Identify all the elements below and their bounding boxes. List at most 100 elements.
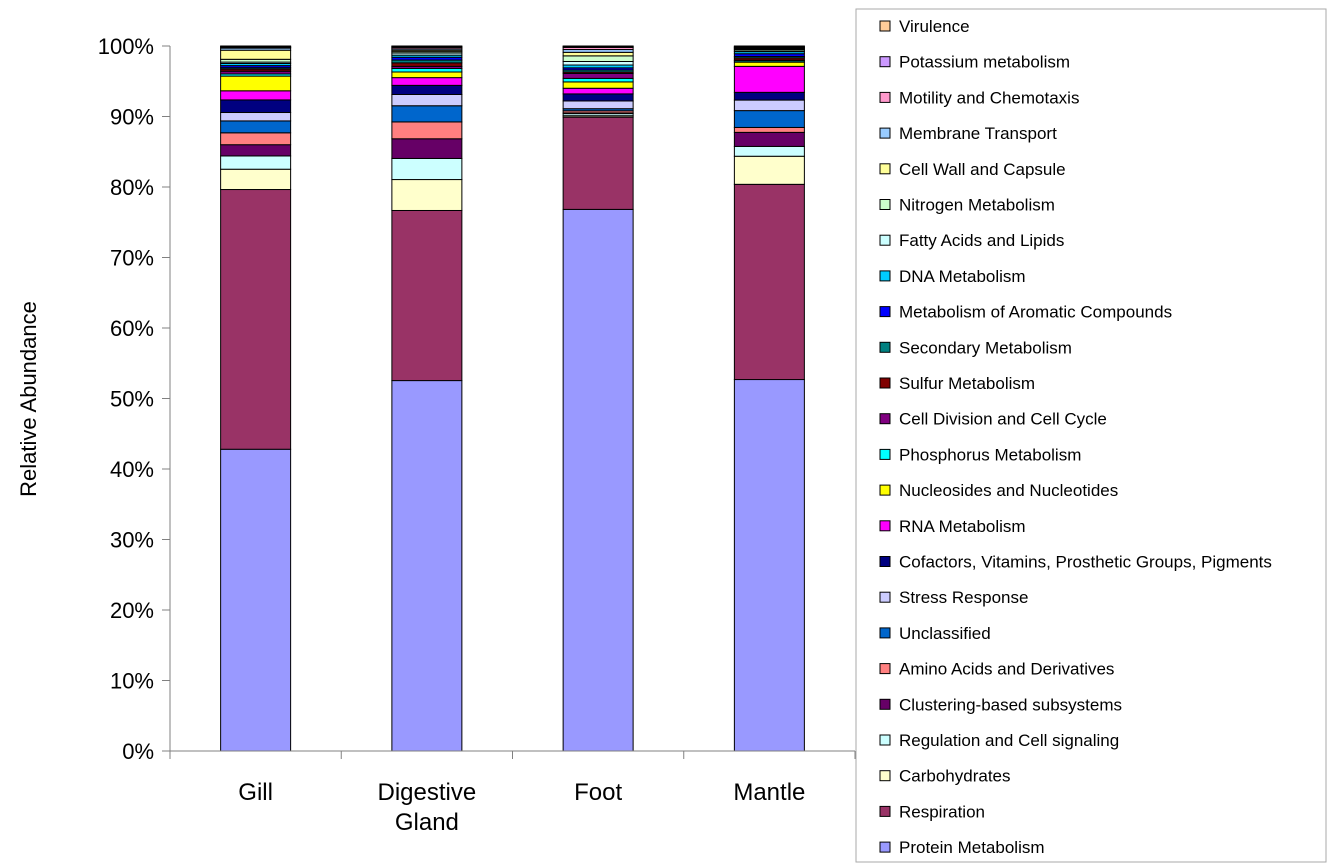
legend-item-phosphorus-metabolism: Phosphorus Metabolism [879,445,1081,464]
plot-area [220,45,805,752]
y-tick-label: 70% [110,246,154,271]
legend-swatch [879,805,891,817]
legend-swatch [879,627,891,639]
legend-label: Motility and Chemotaxis [899,88,1079,107]
legend-swatch [879,520,891,532]
bar-segment-stress-response [733,99,805,112]
legend-swatch [879,306,891,318]
legend-item-cofactors-vitamins-prosthetic-groups-pigments: Cofactors, Vitamins, Prosthetic Groups, … [879,553,1272,572]
legend-label: Amino Acids and Derivatives [899,660,1114,679]
bar-segment-rna-metabolism [391,77,463,86]
legend-swatch [879,91,891,103]
bar-segment-cofactors-vitamins-prosthetic-groups-pigments [391,84,463,95]
legend-item-fatty-acids-and-lipids: Fatty Acids and Lipids [879,231,1064,250]
legend-swatch [879,163,891,175]
legend-swatch [879,591,891,603]
legend-label: Nucleosides and Nucleotides [899,481,1118,500]
x-axis: Gill Digestive Gland Foot Mantle [169,750,856,836]
legend-label: Cell Division and Cell Cycle [899,410,1107,429]
bar-segment-fatty-acids-and-lipids [562,60,634,66]
legend-label: Membrane Transport [899,124,1057,143]
bar-segment-phosphorus-metabolism [562,77,634,83]
bar-segment-amino-acids-and-derivatives [220,132,292,146]
category-label: Gill [238,779,273,806]
legend-label: RNA Metabolism [899,517,1026,536]
bar-segment-cell-division-and-cell-cycle [562,72,634,79]
legend-item-cell-wall-and-capsule: Cell Wall and Capsule [879,160,1066,179]
y-tick-label: 80% [110,175,154,200]
y-axis: 0% 10% 20% 30% 40% 50% 60% 70% 80% 90% 100% [98,34,171,764]
legend-item-protein-metabolism: Protein Metabolism [879,838,1045,857]
legend-swatch [879,127,891,139]
bar-segment-unclassified [733,110,805,128]
category-label: Mantle [733,779,805,806]
bar-segment-protein-metabolism [391,380,463,752]
legend-item-stress-response: Stress Response [879,588,1028,607]
legend-item-cell-division-and-cell-cycle: Cell Division and Cell Cycle [879,410,1107,429]
legend-item-respiration: Respiration [879,802,985,821]
bar-segment-clustering-based-subsystems [220,144,292,157]
legend-label: DNA Metabolism [899,267,1026,286]
legend-label: Metabolism of Aromatic Compounds [899,303,1172,322]
legend-item-metabolism-of-aromatic-compounds: Metabolism of Aromatic Compounds [879,303,1172,322]
bar-segment-clustering-based-subsystems [733,131,805,147]
legend-swatch [879,20,891,32]
bar-segment-stress-response [391,93,463,107]
legend: Virulence Potassium metabolism Motility an… [855,8,1327,863]
bar-segment-carbohydrates [220,168,292,191]
category-label: Digestive Gland [378,779,477,836]
legend-label: Nitrogen Metabolism [899,196,1055,215]
bar-segment-nucleosides-and-nucleotides [391,71,463,79]
bar-segment-amino-acids-and-derivatives [391,121,463,140]
bar-segment-nucleosides-and-nucleotides [562,81,634,89]
legend-item-amino-acids-and-derivatives: Amino Acids and Derivatives [879,660,1114,679]
y-axis-title: Relative Abundance [16,301,41,497]
bar-stack [562,45,634,752]
y-tick-label: 60% [110,316,154,341]
legend-label: Phosphorus Metabolism [899,445,1081,464]
legend-swatch [879,448,891,460]
legend-item-nitrogen-metabolism: Nitrogen Metabolism [879,196,1055,215]
legend-label: Respiration [899,802,985,821]
legend-item-unclassified: Unclassified [879,624,991,643]
bar-segment-cell-wall-and-capsule [562,51,634,57]
bar-segment-unclassified [391,105,463,123]
bar-segment-nucleosides-and-nucleotides [733,61,805,67]
bar-segment-virulence [391,45,463,48]
legend-swatch [879,270,891,282]
legend-item-nucleosides-and-nucleotides: Nucleosides and Nucleotides [879,481,1118,500]
legend-label: Potassium metabolism [899,53,1070,72]
legend-swatch [879,698,891,710]
legend-swatch [879,770,891,782]
legend-item-rna-metabolism: RNA Metabolism [879,517,1026,536]
legend-swatch [879,841,891,853]
legend-swatch [879,413,891,425]
bar-segment-clustering-based-subsystems [391,138,463,159]
legend-label: Fatty Acids and Lipids [899,231,1064,250]
bar-segment-phosphorus-metabolism [391,67,463,73]
legend-item-regulation-and-cell-signaling: Regulation and Cell signaling [879,731,1119,750]
bar-segment-rna-metabolism [220,90,292,101]
legend-label: Sulfur Metabolism [899,374,1035,393]
legend-swatch [879,734,891,746]
bar-segment-protein-metabolism [562,208,634,752]
bar-segment-cofactors-vitamins-prosthetic-groups-pigments [733,91,805,101]
y-tick-label: 0% [122,739,154,764]
legend-item-membrane-transport: Membrane Transport [879,124,1057,143]
bar-segment-carbohydrates [733,155,805,185]
y-tick-label: 90% [110,105,154,130]
legend-swatch [879,377,891,389]
legend-label: Clustering-based subsystems [899,695,1122,714]
legend-item-potassium-metabolism: Potassium metabolism [879,53,1070,72]
bar-segment-virulence [220,45,292,48]
y-tick-label: 30% [110,528,154,553]
y-tick-label: 20% [110,598,154,623]
bar-segment-respiration [733,183,805,381]
bar-segment-cofactors-vitamins-prosthetic-groups-pigments [220,99,292,114]
legend-item-secondary-metabolism: Secondary Metabolism [879,338,1072,357]
bar-segment-unclassified [220,120,292,134]
bar-segment-carbohydrates [391,179,463,211]
legend-label: Cell Wall and Capsule [899,160,1066,179]
legend-item-motility-and-chemotaxis: Motility and Chemotaxis [879,88,1079,107]
